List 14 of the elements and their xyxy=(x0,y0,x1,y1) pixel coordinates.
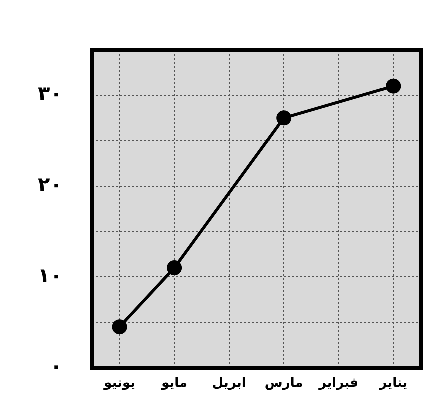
point xyxy=(386,78,402,94)
y-tick-label: ١٠ xyxy=(38,263,62,288)
x-tick-label: يونيو xyxy=(103,376,136,392)
y-tick-label: ٣٠ xyxy=(38,82,62,106)
point xyxy=(167,260,182,276)
y-tick-label: ٠ xyxy=(50,354,62,378)
x-tick-label: يناير xyxy=(378,376,408,392)
y-tick-label: ٢٠ xyxy=(38,172,62,196)
x-tick-label: مايو xyxy=(160,376,188,392)
x-tick-label: ابريل xyxy=(212,376,246,392)
point xyxy=(112,320,128,335)
x-tick-label: مارس xyxy=(264,376,304,392)
x-tick-label: فبراير xyxy=(318,376,359,392)
point xyxy=(276,110,292,126)
